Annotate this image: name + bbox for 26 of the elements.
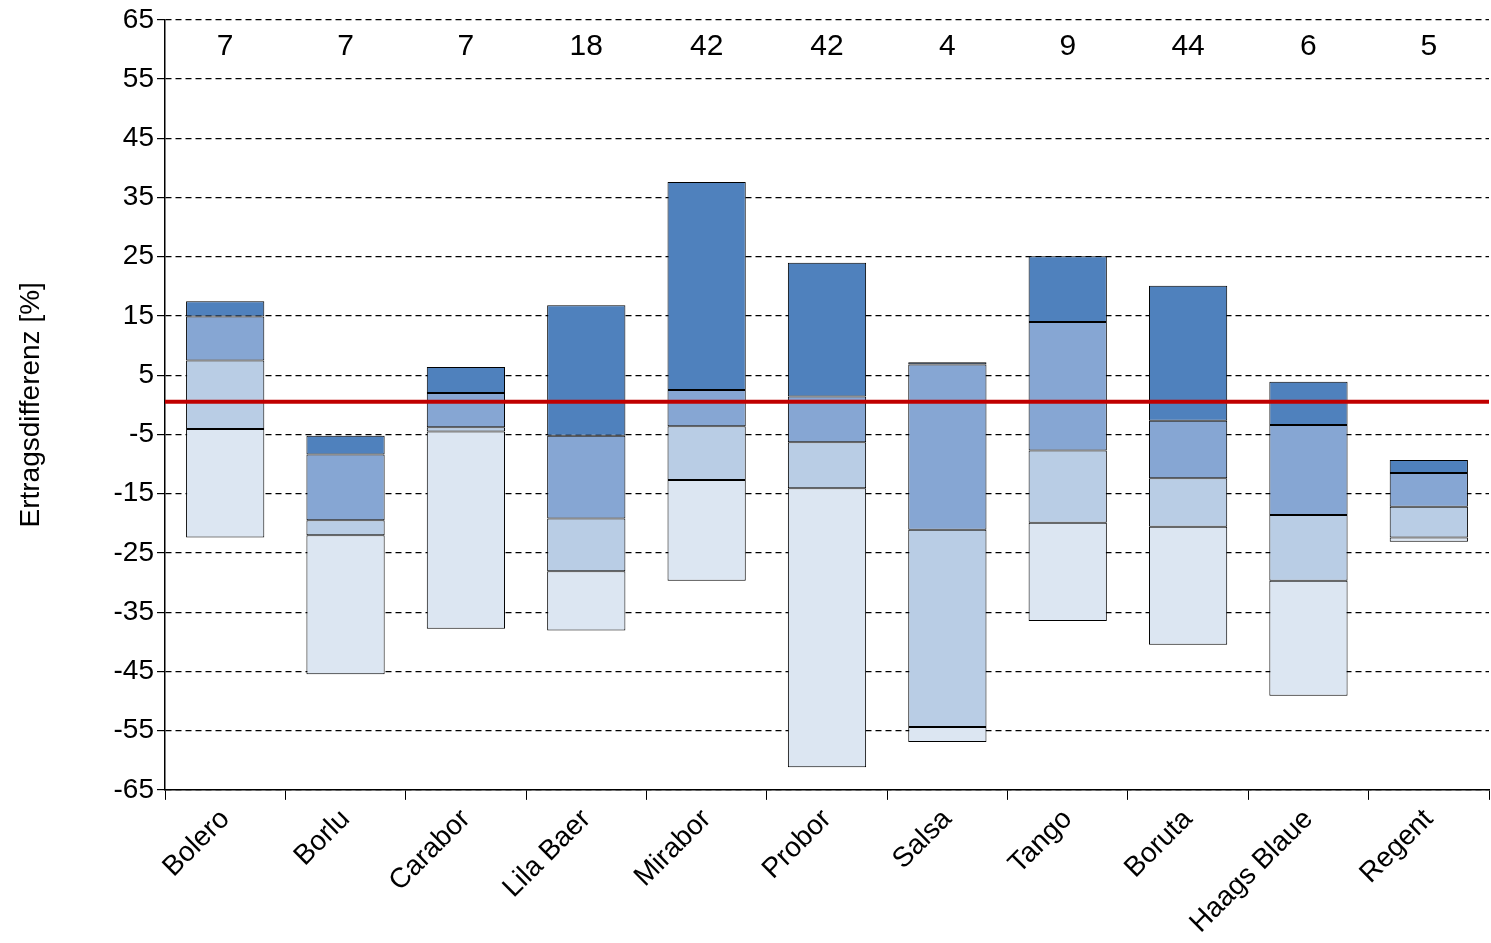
y-tick-label: -55 [113, 713, 154, 745]
annotation: 42 [689, 28, 724, 62]
annotation: 6 [1300, 28, 1317, 62]
annotation: 4 [939, 28, 956, 62]
y-tick-label: -35 [113, 594, 154, 626]
annotation: 42 [810, 28, 844, 62]
annotation: 5 [1420, 28, 1438, 62]
y-tick-label: 35 [122, 180, 154, 212]
y-tick-label: 65 [122, 2, 154, 34]
annotation: 18 [569, 28, 603, 62]
y-tick-label: 45 [122, 120, 154, 152]
annotation: 7 [337, 28, 354, 62]
y-tick-label: -65 [113, 772, 154, 804]
y-tick-label: 55 [122, 61, 154, 93]
y-tick-label: 15 [122, 298, 154, 330]
annotation: 44 [1171, 28, 1205, 62]
annotation: 9 [1059, 28, 1077, 62]
y-tick-label: 25 [122, 239, 154, 271]
y-tick-label: -45 [113, 654, 154, 686]
y-tick-label: -15 [113, 476, 154, 508]
annotation: 7 [216, 28, 234, 62]
y-tick-label: -25 [113, 535, 154, 567]
y-tick-label: -5 [129, 417, 154, 449]
annotation: 7 [457, 28, 475, 62]
y-axis-title: Ertragsdifferenz [%] [13, 282, 45, 528]
y-tick-label: 5 [138, 357, 154, 389]
